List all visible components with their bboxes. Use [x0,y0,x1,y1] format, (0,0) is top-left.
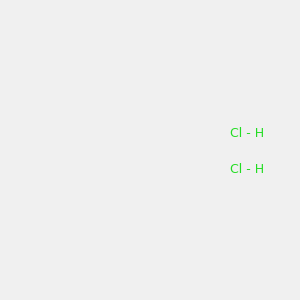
Text: Cl - H: Cl - H [230,163,265,176]
Text: Cl - H: Cl - H [230,127,265,140]
